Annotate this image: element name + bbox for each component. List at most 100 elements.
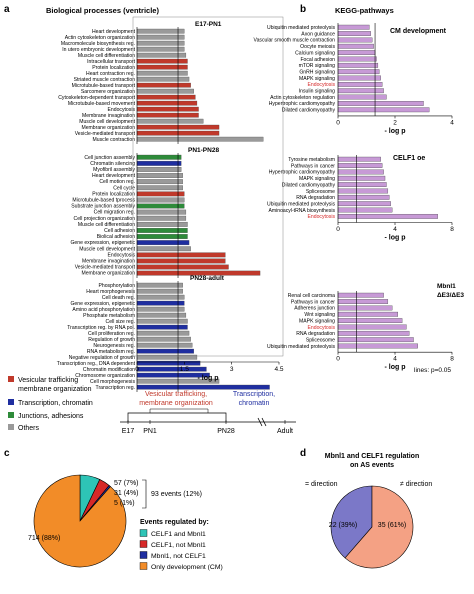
panel-a-bar (136, 82, 191, 88)
panel-a-bar-label: Gene expression, epigenetic (70, 301, 135, 307)
panel-a-group-label: E17-PN1 (195, 21, 222, 28)
timeline-stage-label: PN28 (217, 428, 235, 435)
panel-b-bar (337, 62, 379, 68)
panel-a-bar-label: Cell morphogenesis (90, 379, 135, 385)
panel-b-bar (337, 56, 377, 62)
panel-a-bar-label: Vesicle-mediated transport (75, 131, 136, 137)
panel-a-bar-label: Muscle cell development (79, 119, 135, 125)
panel-a-bar-label: Macromolecule biosynthesis reg. (61, 41, 135, 47)
panel-a-bar-label: Muscle cell differentiation (78, 53, 135, 59)
panel-a-bar (136, 384, 270, 390)
panel-a-x-tick-label: 4.5 (274, 366, 283, 373)
panel-d-pie-slice (330, 485, 373, 559)
panel-a-bar (136, 294, 185, 300)
panel-a-bar-label: Negative regulation of growth (69, 355, 135, 361)
panel-a-bar (136, 215, 187, 221)
panel-a-bar (136, 234, 188, 239)
timeline-transcription-label: chromatin (239, 400, 270, 407)
panel-a-bar (136, 246, 191, 252)
panel-a-x-tick-label: 1.5 (180, 366, 189, 373)
panel-a-bar-label: Heart morphogenesis (86, 289, 135, 295)
panel-b-group-label: CELF1 oe (393, 155, 425, 162)
panel-a-group-label: PN28-adult (190, 275, 225, 282)
panel-c-legend-swatch (139, 562, 148, 570)
panel-c-letter: c (4, 448, 10, 459)
panel-a-x-tick-label: 3 (230, 366, 234, 373)
panel-a-bar (136, 64, 188, 70)
panel-b-x-tick-label: 8 (450, 356, 454, 363)
panel-a-bar (136, 70, 188, 76)
panel-a-x-tick-label: 0 (135, 366, 139, 373)
panel-b-bar (337, 43, 374, 49)
panel-b-bar-label: Wnt signaling (304, 312, 335, 318)
panel-a-bar (136, 160, 182, 166)
panel-b-bar (337, 343, 418, 349)
panel-c-events-label: 93 events (12%) (151, 491, 202, 498)
panel-a-bar-label: Microtubule-based movement (68, 101, 136, 107)
panel-a-bar (136, 76, 190, 82)
panel-b-bar (337, 24, 370, 30)
panel-b-bar-label: Pathways in cancer (291, 163, 335, 169)
panel-b-bar-label: Pathways in cancer (291, 299, 335, 305)
panel-a-bar-label: Membrane organization (81, 271, 135, 277)
panel-b-bar (337, 201, 391, 207)
panel-a-bar-label: Endocytosis (108, 107, 136, 113)
panel-b-bar-label: Adherens junction (294, 306, 335, 312)
panel-c-legend-title: Events regulated by: (140, 519, 209, 526)
panel-b-x-label: - log p (385, 364, 406, 371)
panel-a-bar (136, 52, 187, 58)
panel-b-x-tick-label: 4 (450, 119, 454, 126)
panel-a-bar-label: Membrane invagination (82, 259, 135, 265)
panel-b-bar-label: GnRH signaling (299, 69, 335, 75)
panel-b-bar (337, 299, 389, 304)
panel-a-bar (136, 264, 229, 270)
panel-b-group-label: CM development (390, 28, 447, 35)
panel-a-bar (136, 173, 183, 178)
panel-a-bar-label: Sarcomere organization (81, 89, 135, 95)
panel-c-slice-label: 31 (4%) (114, 490, 139, 497)
panel-b-bar-label: RNA degradation (296, 331, 335, 337)
timeline-stage-label: PN1 (143, 428, 157, 435)
panel-b-letter: b (300, 4, 306, 15)
panel-b-bar-label: Hypertrophic cardiomyopathy (269, 170, 336, 176)
panel-a-bar-label: Intracellular transport (87, 59, 135, 65)
panel-b-bar-label: Insulin signaling (299, 89, 335, 95)
panel-a-bar-label: Gene expression, epigenetic (70, 240, 135, 246)
panel-b-bar-label: Dilated cardiomyopathy (282, 182, 336, 188)
panel-a-bar (136, 46, 185, 52)
panel-a-bar-label: Transcription reg. by RNA pol. (67, 325, 135, 331)
panel-a-bar (136, 252, 226, 258)
panel-a-bar (136, 306, 185, 312)
panel-a-bar-label: Cytoskeleton-dependent transport (58, 95, 135, 101)
panel-a-bar (136, 312, 187, 318)
panel-a-bar (136, 154, 182, 160)
panel-b-bar (337, 194, 390, 200)
panel-a-bar (136, 318, 188, 324)
panel-b-bar (337, 82, 383, 87)
panel-a-bar (136, 300, 185, 306)
panel-d-left-label: = direction (305, 481, 338, 488)
panel-a-bar (136, 330, 190, 336)
panel-a-bar (136, 179, 183, 185)
panel-a-bar-label: Muscle cell differentiation (78, 222, 135, 228)
panel-a-bar-label: Cell proliferation reg. (88, 331, 135, 337)
panel-a-legend-label: membrane organization (18, 386, 92, 393)
panel-a-bar (136, 28, 185, 34)
panel-a-bar-label: RNA metabolism reg. (87, 349, 135, 355)
timeline-transcription-label: Transcription, (233, 391, 275, 398)
panel-b-x-tick-label: 8 (450, 226, 454, 233)
panel-a-bar (136, 209, 187, 215)
panel-a-bar (136, 88, 194, 94)
panel-c-slice-label: 57 (7%) (114, 480, 139, 487)
panel-b-bar (337, 101, 424, 106)
panel-b-bar (337, 330, 410, 336)
panel-b-bar (337, 182, 387, 187)
panel-a-bar (136, 94, 196, 100)
panel-b-bar-label: RNA degradation (296, 195, 335, 201)
panel-d-slice-label: 35 (61%) (378, 522, 406, 529)
panel-a-bar-label: Membrane organization (81, 125, 135, 131)
panel-a-bar (136, 258, 226, 264)
panel-b-bar (337, 31, 371, 36)
panel-a-bar (136, 106, 199, 112)
panel-b-bar-label: MAPK signaling (299, 318, 335, 324)
